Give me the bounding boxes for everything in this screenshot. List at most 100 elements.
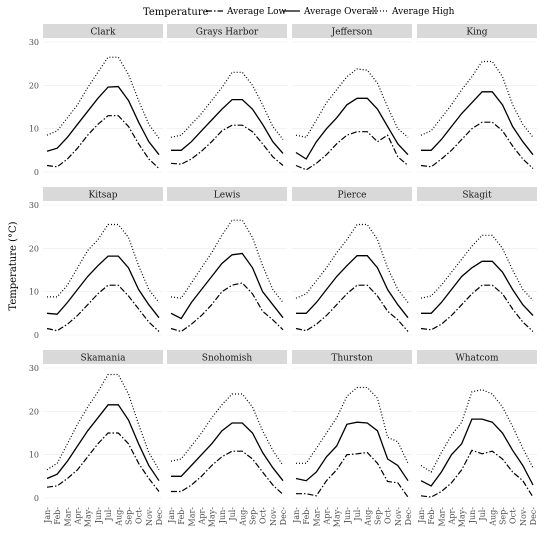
x-tick-label: Mar- bbox=[187, 507, 196, 527]
series-line-low bbox=[296, 451, 409, 498]
series-line-high bbox=[46, 373, 160, 471]
facet-strip bbox=[43, 350, 163, 364]
series-line-overall bbox=[295, 421, 409, 482]
series-line-high bbox=[296, 386, 409, 464]
facet-strip bbox=[167, 350, 287, 364]
x-tick-label: Sep- bbox=[124, 507, 133, 525]
series-line-overall bbox=[46, 255, 160, 319]
x-tick-label: Aug- bbox=[363, 507, 372, 527]
series-line-low bbox=[171, 450, 284, 495]
facet-strip bbox=[167, 24, 287, 38]
x-tick-label: Feb- bbox=[302, 507, 311, 525]
x-tick-label: May- bbox=[208, 507, 217, 527]
facet-strip bbox=[167, 187, 287, 201]
y-tick-label: 30 bbox=[29, 364, 39, 373]
x-tick-label: Nov- bbox=[394, 507, 403, 526]
series-line-overall bbox=[171, 422, 284, 482]
facet-panel: King bbox=[417, 24, 537, 173]
x-tick-label: Dec- bbox=[529, 507, 538, 526]
x-tick-label: Feb- bbox=[53, 507, 62, 525]
y-tick-label: 10 bbox=[29, 125, 39, 134]
series-line-low bbox=[170, 282, 284, 333]
series-line-low bbox=[170, 124, 284, 166]
x-tick-label: Jan- bbox=[167, 507, 176, 524]
facet-panel: Grays Harbor bbox=[167, 24, 287, 173]
facet-strip bbox=[292, 350, 412, 364]
x-tick-label: May- bbox=[333, 507, 342, 527]
series-line-high bbox=[46, 56, 160, 139]
legend-item-overall: Average Overall bbox=[283, 7, 377, 17]
y-tick-label: 30 bbox=[29, 201, 39, 210]
facet-title: Lewis bbox=[214, 191, 241, 201]
x-tick-label: Feb- bbox=[177, 507, 186, 525]
x-tick-label: Jul- bbox=[228, 507, 237, 522]
facet-panel: Skagit bbox=[417, 187, 537, 336]
x-tick-label: Jan- bbox=[417, 507, 426, 524]
series-line-overall bbox=[421, 260, 534, 316]
x-tick-label: Oct- bbox=[509, 507, 518, 524]
series-line-overall bbox=[171, 98, 284, 154]
series-line-high bbox=[295, 223, 409, 303]
x-tick-label: Jan- bbox=[292, 507, 301, 524]
series-line-overall bbox=[295, 97, 409, 160]
series-line-overall bbox=[420, 418, 534, 487]
x-tick-label: Jun- bbox=[218, 507, 227, 525]
y-tick-label: 0 bbox=[34, 331, 39, 340]
facet-title: Whatcom bbox=[455, 354, 498, 364]
x-tick-label: Jul- bbox=[104, 507, 113, 522]
legend-label-high: Average High bbox=[391, 7, 455, 17]
y-axis-title: Temperature (°C) bbox=[8, 221, 19, 310]
facet-strip bbox=[43, 187, 163, 201]
series-line-high bbox=[170, 219, 284, 303]
x-tick-label: Apr- bbox=[74, 507, 83, 526]
x-tick-label: Aug- bbox=[238, 507, 247, 527]
facet-panel: Thurston Jan- Feb- Mar- Apr- May- Jun- Jul- Aug-… bbox=[292, 350, 413, 527]
x-tick-label: Oct- bbox=[135, 507, 144, 524]
series-line-low bbox=[46, 115, 160, 169]
x-tick-label: Sep- bbox=[248, 507, 257, 525]
facet-panel: Snohomish Jan- Feb- Mar- Apr- May- Jun- Jul- Aug… bbox=[167, 350, 288, 527]
series-line-low bbox=[46, 284, 160, 332]
series-line-overall bbox=[296, 255, 409, 319]
y-tick-label: 20 bbox=[29, 81, 39, 90]
x-tick-label: Nov- bbox=[145, 507, 154, 526]
series-line-low bbox=[420, 284, 534, 332]
x-tick-label: Oct- bbox=[384, 507, 393, 524]
facet-title: Skagit bbox=[462, 191, 492, 201]
x-tick-label: Jul- bbox=[478, 507, 487, 522]
legend: Temperature Average Low Average Overall … bbox=[143, 7, 455, 18]
facet-grid: Clark 0 10 20 30 Grays Harbor Jefferson King Kit… bbox=[29, 24, 538, 527]
facet-panel: Pierce bbox=[292, 187, 412, 336]
x-tick-label: Jun- bbox=[94, 507, 103, 525]
legend-item-high: Average High bbox=[371, 7, 455, 17]
y-tick-label: 30 bbox=[29, 38, 39, 47]
facet-title: Snohomish bbox=[202, 354, 253, 364]
facet-strip bbox=[292, 187, 412, 201]
facet-title: Clark bbox=[91, 28, 116, 38]
x-tick-label: May- bbox=[458, 507, 467, 527]
x-tick-label: Jan- bbox=[43, 507, 52, 524]
x-tick-label: Sep- bbox=[373, 507, 382, 525]
facet-title: Jefferson bbox=[331, 28, 373, 38]
facet-strip bbox=[417, 350, 537, 364]
x-tick-label: Jul- bbox=[353, 507, 362, 522]
x-tick-label: Nov- bbox=[519, 507, 528, 526]
series-line-overall bbox=[170, 252, 284, 320]
x-tick-label: Dec- bbox=[404, 507, 413, 526]
legend-item-low: Average Low bbox=[206, 7, 287, 17]
y-tick-label: 0 bbox=[34, 494, 39, 503]
facet-title: King bbox=[466, 28, 487, 38]
facet-panel: Lewis bbox=[167, 187, 287, 336]
y-tick-label: 10 bbox=[29, 288, 39, 297]
facet-title: Thurston bbox=[331, 354, 373, 364]
y-tick-label: 20 bbox=[29, 244, 39, 253]
x-tick-label: May- bbox=[84, 507, 93, 527]
y-tick-label: 10 bbox=[29, 451, 39, 460]
series-line-low bbox=[420, 449, 534, 498]
y-tick-label: 0 bbox=[34, 168, 39, 177]
y-tick-label: 20 bbox=[29, 407, 39, 416]
facet-panel: Jefferson bbox=[292, 24, 412, 173]
facet-panel: Whatcom Jan- Feb- Mar- Apr- May- Jun- Jul- Aug- S… bbox=[417, 350, 538, 527]
legend-label-low: Average Low bbox=[226, 7, 287, 17]
